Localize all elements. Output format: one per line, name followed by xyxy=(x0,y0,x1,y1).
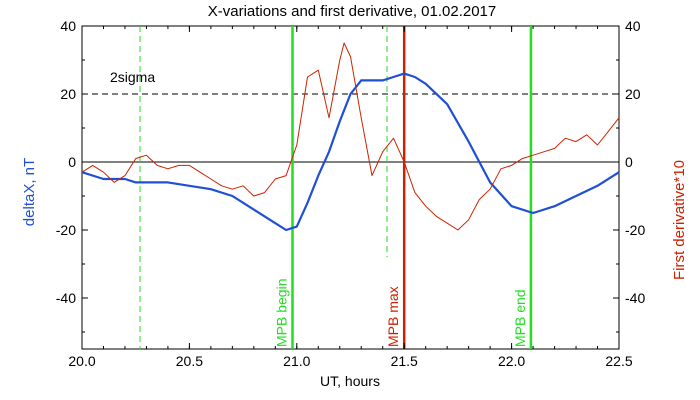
x-tick-label-0: 20.0 xyxy=(68,353,95,369)
y-axis-label-right: First derivative*10 xyxy=(671,160,688,280)
x-tick-label-5: 22.5 xyxy=(605,353,632,369)
y-tick-label-left-4: 40 xyxy=(60,18,76,34)
y-tick-label-right-1: -20 xyxy=(625,222,645,238)
y-tick-label-right-0: -40 xyxy=(625,290,645,306)
x-tick-label-3: 21.5 xyxy=(391,353,418,369)
y-tick-label-right-2: 0 xyxy=(625,154,633,170)
y-tick-label-right-3: 20 xyxy=(625,86,641,102)
series-line-deltaX xyxy=(81,72,620,232)
x-tick-label-4: 22.0 xyxy=(498,353,525,369)
sigma-label: 2sigma xyxy=(110,69,155,85)
x-tick-label-2: 21.0 xyxy=(283,353,310,369)
reference-lines xyxy=(82,93,619,163)
y-axis-label-left: deltaX, nT xyxy=(21,158,38,226)
y-tick-label-left-2: 0 xyxy=(68,154,76,170)
x-axis-label: UT, hours xyxy=(320,373,380,389)
chart-title: X-variations and first derivative, 01.02… xyxy=(208,3,497,20)
marker-label-2: MPB end xyxy=(512,289,528,347)
marker-labels: MPB begin MPB max MPB end xyxy=(274,279,528,347)
y-tick-label-left-0: -40 xyxy=(56,290,76,306)
y-tick-label-right-4: 40 xyxy=(625,18,641,34)
y-tick-label-left-1: -20 xyxy=(56,222,76,238)
axis-ticks: 20.0 20.5 21.0 21.5 22.0 22.5 -40 -20 0 20 40 -40 -2… xyxy=(56,18,646,369)
marker-label-0: MPB begin xyxy=(274,279,290,347)
y-tick-label-left-3: 20 xyxy=(60,86,76,102)
series-lines xyxy=(81,42,620,232)
series-line-derivative xyxy=(81,42,620,231)
marker-label-1: MPB max xyxy=(385,286,401,347)
plot-frame xyxy=(81,25,620,350)
marker-lines xyxy=(139,26,533,349)
x-tick-label-1: 20.5 xyxy=(176,353,203,369)
